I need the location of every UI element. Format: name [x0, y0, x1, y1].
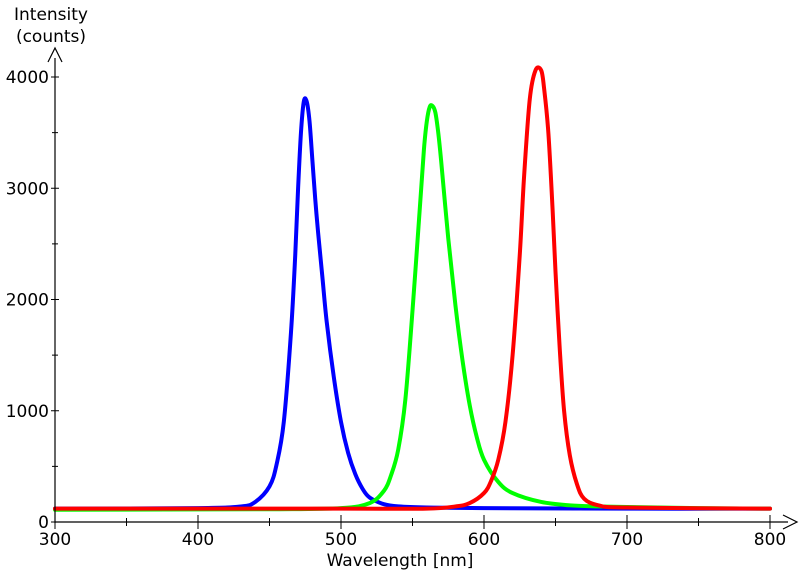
y-tick-label: 1000 — [6, 402, 49, 422]
x-tick-label: 600 — [468, 530, 500, 550]
y-tick-label: 0 — [38, 513, 49, 533]
series-line-red — [53, 65, 772, 511]
y-tick-label: 2000 — [6, 291, 49, 311]
x-tick-label: 400 — [182, 530, 214, 550]
x-axis-arrow — [782, 514, 799, 530]
y-axis-label-line2: (counts) — [16, 27, 86, 47]
series-line-green — [53, 103, 772, 512]
x-tick-label: 300 — [39, 530, 71, 550]
x-tick-label: 500 — [325, 530, 357, 550]
series-line-blue — [53, 96, 772, 511]
x-axis-label: Wavelength [nm] — [327, 551, 474, 571]
y-axis: 0 1000 2000 3000 4000 — [6, 46, 63, 533]
x-tick-label: 700 — [611, 530, 643, 550]
y-tick-label: 3000 — [6, 179, 49, 199]
y-axis-arrow — [47, 46, 63, 63]
x-tick-label: 800 — [754, 530, 786, 550]
plot-lines — [53, 65, 772, 512]
y-axis-label-line1: Intensity — [14, 5, 88, 25]
x-axis: 300 400 500 600 700 800 — [39, 514, 799, 550]
y-tick-label: 4000 — [6, 68, 49, 88]
